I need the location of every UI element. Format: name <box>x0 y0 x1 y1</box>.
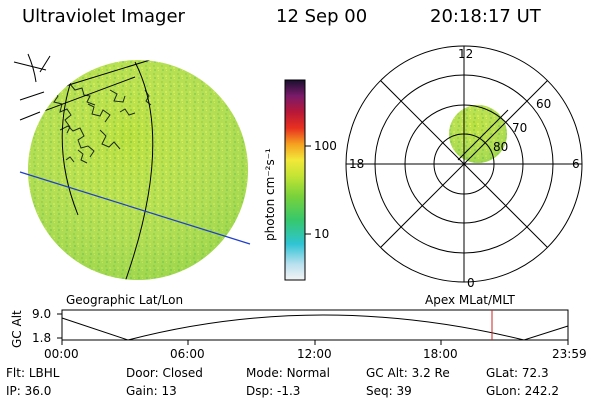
altitude-tick-9: 9.0 <box>32 307 52 321</box>
info-gc-alt: GC Alt: 3.2 Re <box>366 366 450 380</box>
altitude-tick-1-8: 1.8 <box>32 331 52 345</box>
info-filter: Flt: LBHL <box>6 366 60 380</box>
info-gain: Gain: 13 <box>126 384 177 398</box>
info-ip: IP: 36.0 <box>6 384 52 398</box>
altitude-axis-label: GC Alt <box>10 310 24 348</box>
lat-label-80: 80 <box>493 140 509 154</box>
info-dsp: Dsp: -1.3 <box>246 384 301 398</box>
info-door: Door: Closed <box>126 366 203 380</box>
mlt-label-6: 6 <box>572 157 580 171</box>
mlt-label-0: 0 <box>467 276 475 290</box>
earth-image <box>13 53 251 280</box>
time-tick-0600: 06:00 <box>170 347 205 361</box>
time-tick-0000: 00:00 <box>44 347 79 361</box>
time-tick-1800: 18:00 <box>423 347 458 361</box>
auroral-oval <box>449 105 509 163</box>
date-label: 12 Sep 00 <box>276 6 368 27</box>
mlt-label-12: 12 <box>458 47 474 61</box>
mlt-label-18: 18 <box>349 157 365 171</box>
colorbar-tick-100: 100 <box>314 139 337 153</box>
info-glat: GLat: 72.3 <box>486 366 549 380</box>
apex-caption: Apex MLat/MLT <box>425 293 515 307</box>
lat-label-60: 60 <box>536 97 552 111</box>
info-glon: GLon: 242.2 <box>486 384 559 398</box>
time-label: 20:18:17 UT <box>430 6 541 27</box>
colorbar-unit-label: photon cm⁻²s⁻¹ <box>263 148 277 241</box>
colorbar-tick-10: 10 <box>314 227 330 241</box>
time-tick-2359: 23:59 <box>552 347 587 361</box>
terminator-line <box>19 171 251 245</box>
lat-label-70: 70 <box>512 121 528 135</box>
altitude-curve <box>61 314 569 341</box>
geographic-caption: Geographic Lat/Lon <box>66 293 184 307</box>
app-title: Ultraviolet Imager <box>22 6 185 27</box>
time-tick-1200: 12:00 <box>297 347 332 361</box>
altitude-plot <box>57 309 569 345</box>
polar-grid <box>345 45 583 283</box>
polar-plot <box>345 45 583 283</box>
info-seq: Seq: 39 <box>366 384 412 398</box>
info-mode: Mode: Normal <box>246 366 330 380</box>
color-bar <box>284 79 311 281</box>
